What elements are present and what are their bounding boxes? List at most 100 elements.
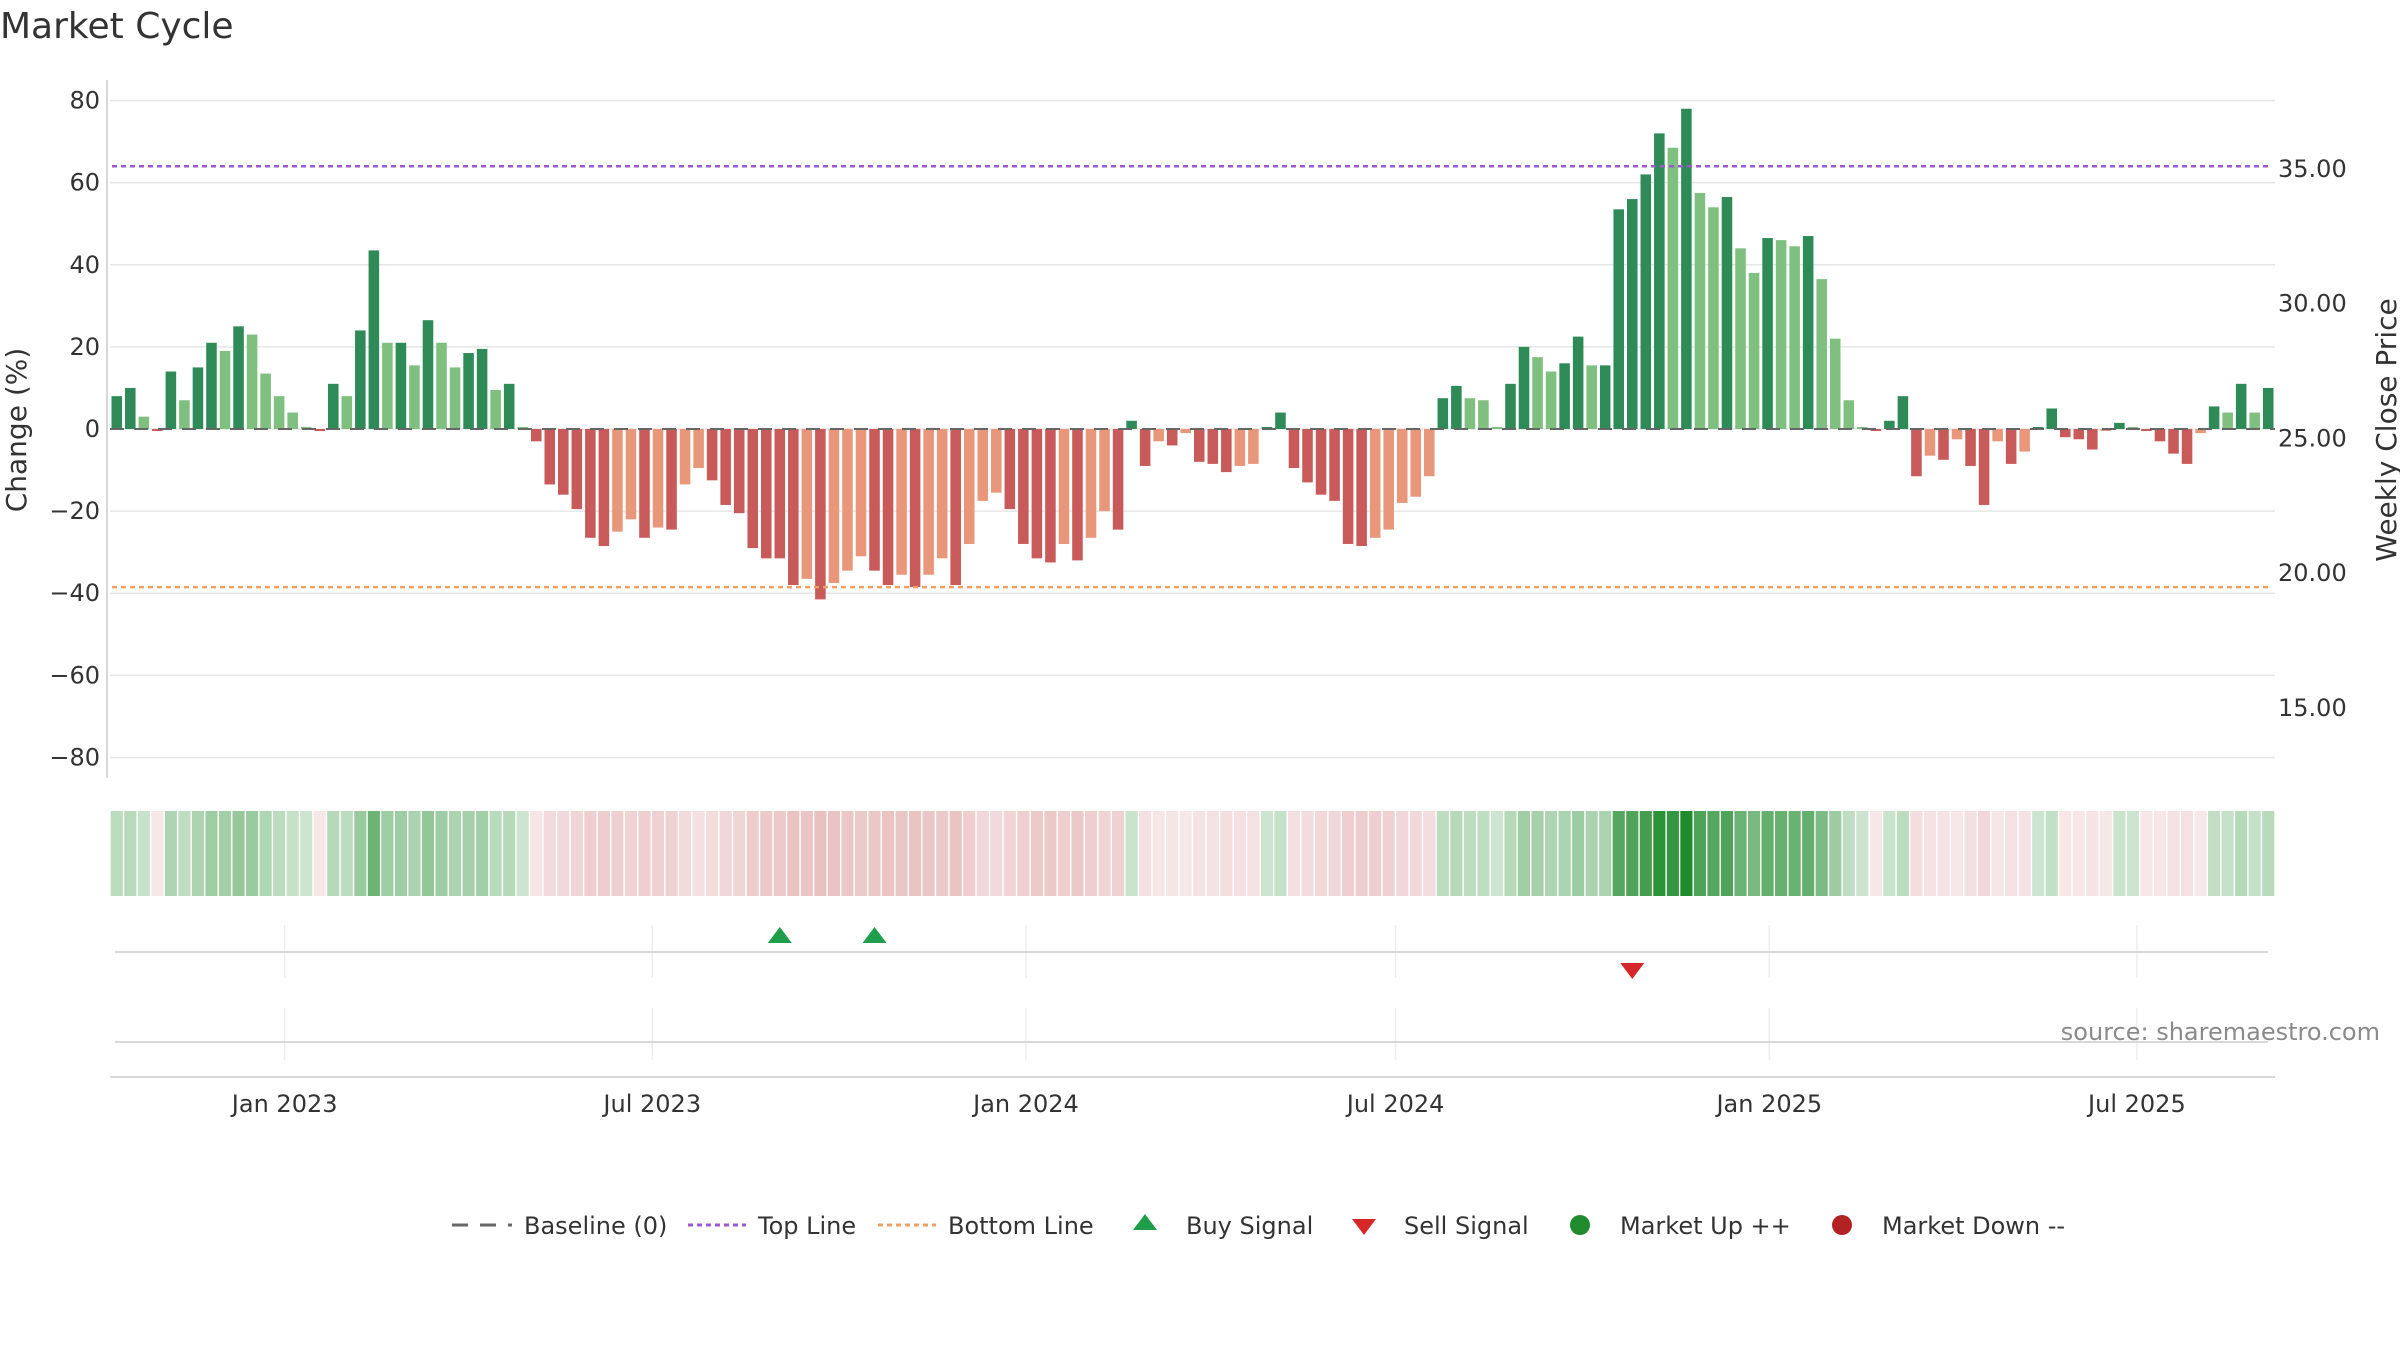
heat-cell xyxy=(1517,811,1531,896)
bar xyxy=(422,320,434,429)
bar xyxy=(1978,429,1990,505)
bar xyxy=(1166,429,1178,446)
bar xyxy=(1735,248,1746,429)
heat-cell xyxy=(2208,811,2221,896)
heat-cell xyxy=(286,811,299,896)
heat-cell xyxy=(706,811,719,896)
bar xyxy=(125,387,136,429)
bar xyxy=(1410,429,1422,497)
heat-cell xyxy=(719,811,732,896)
bar xyxy=(1315,429,1327,495)
bar xyxy=(991,429,1002,493)
heat-cell xyxy=(476,811,489,896)
heat-cell xyxy=(881,811,895,896)
bar xyxy=(1356,429,1367,547)
bar xyxy=(2032,426,2044,429)
bar xyxy=(355,330,366,429)
bar xyxy=(1396,429,1408,503)
heat-cell xyxy=(1964,811,1977,896)
bar xyxy=(2208,406,2220,429)
heat-cell xyxy=(435,811,448,896)
y-tick-label: 60 xyxy=(69,169,100,197)
bar xyxy=(1424,429,1435,477)
heat-cell xyxy=(2167,811,2180,896)
heat-cell xyxy=(1991,811,2004,896)
heat-cell xyxy=(1396,811,1409,896)
heat-cell xyxy=(110,811,123,896)
heat-cell xyxy=(448,811,462,896)
legend-bottom-line-label: Bottom Line xyxy=(948,1212,1094,1240)
bar xyxy=(774,429,786,559)
legend: Baseline (0) Top Line Bottom Line Buy Signa… xyxy=(452,1212,2065,1240)
bar xyxy=(368,250,380,429)
heat-cell xyxy=(300,811,313,896)
heat-cell xyxy=(2153,811,2167,896)
bar xyxy=(923,429,934,575)
y2-tick-label: 15.00 xyxy=(2278,694,2347,722)
bar xyxy=(1031,429,1043,559)
bar xyxy=(1112,429,1124,530)
heat-cell xyxy=(854,811,868,896)
bar xyxy=(1599,365,1611,429)
heat-cell xyxy=(1071,811,1084,896)
heat-cell xyxy=(1707,811,1720,896)
bar xyxy=(625,429,637,520)
y2-tick-label: 20.00 xyxy=(2278,559,2347,587)
heat-cell xyxy=(1057,811,1071,896)
heat-cell xyxy=(1030,811,1043,896)
bar xyxy=(1992,429,2003,442)
heat-cell xyxy=(1328,811,1341,896)
heat-cell xyxy=(1666,811,1679,896)
bars xyxy=(111,108,2274,600)
bar xyxy=(1721,197,1733,429)
bar xyxy=(192,367,204,429)
bar xyxy=(1938,429,1949,460)
heat-cell xyxy=(814,811,827,896)
bar xyxy=(111,396,123,429)
bar xyxy=(260,373,271,429)
heat-cell xyxy=(1139,811,1152,896)
bar xyxy=(2127,426,2139,429)
heat-cell xyxy=(1815,811,1828,896)
bar xyxy=(517,426,528,429)
heat-cell xyxy=(1125,811,1138,896)
bar xyxy=(558,429,569,495)
bar xyxy=(2005,429,2017,464)
bar xyxy=(1640,174,1652,429)
bar xyxy=(165,371,177,429)
bar xyxy=(1383,429,1394,530)
heat-cell xyxy=(421,811,435,896)
heat-cell xyxy=(611,811,624,896)
bar xyxy=(1126,420,1137,429)
heat-cell xyxy=(1923,811,1937,896)
bar xyxy=(1342,429,1354,544)
heat-strip xyxy=(110,811,2275,896)
bar xyxy=(666,429,677,530)
heat-cell xyxy=(1423,811,1436,896)
heat-cell xyxy=(1639,811,1652,896)
bar xyxy=(882,429,894,586)
bar xyxy=(1829,338,1841,429)
bar xyxy=(1153,429,1164,442)
bar xyxy=(1505,383,1516,429)
heat-cell xyxy=(408,811,421,896)
bar xyxy=(652,429,664,528)
chart-title: Market Cycle xyxy=(0,6,234,47)
bar xyxy=(963,429,975,544)
bar xyxy=(463,353,474,429)
heat-cell xyxy=(516,811,529,896)
heat-cell xyxy=(624,811,638,896)
bar xyxy=(1221,429,1232,473)
heat-cell xyxy=(340,811,353,896)
bar xyxy=(1559,363,1570,429)
heat-cell xyxy=(1490,811,1504,896)
heat-cell xyxy=(1720,811,1734,896)
heat-cell xyxy=(2221,811,2234,896)
y2-tick-label: 25.00 xyxy=(2278,424,2347,452)
bar xyxy=(1586,365,1597,429)
heat-cell xyxy=(1369,811,1382,896)
bar xyxy=(2262,387,2274,429)
x-tick-label: Jul 2023 xyxy=(601,1090,701,1118)
bar xyxy=(2181,429,2193,464)
heat-cell xyxy=(1761,811,1774,896)
